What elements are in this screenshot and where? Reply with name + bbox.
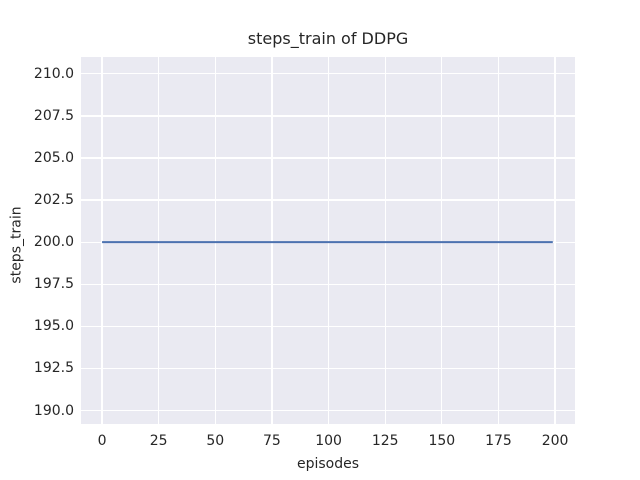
x-tick-label: 175 bbox=[485, 433, 512, 449]
y-gridline bbox=[81, 409, 575, 412]
x-gridline bbox=[384, 57, 386, 424]
x-tick-label: 75 bbox=[263, 433, 281, 449]
x-gridline bbox=[497, 57, 500, 424]
x-gridline bbox=[271, 57, 273, 424]
y-tick-label: 207.5 bbox=[33, 107, 74, 124]
y-axis-label: steps_train bbox=[8, 206, 25, 284]
line-layer bbox=[102, 241, 553, 244]
y-gridline bbox=[81, 73, 575, 75]
y-tick-label: 205.0 bbox=[33, 150, 74, 166]
x-tick-label: 50 bbox=[206, 433, 225, 449]
y-tick-label: 210.0 bbox=[33, 65, 74, 82]
x-tick-label: 150 bbox=[428, 433, 456, 449]
y-tick-label: 200.0 bbox=[33, 234, 74, 251]
x-tick-label: 100 bbox=[315, 433, 342, 449]
x-gridline bbox=[101, 57, 103, 424]
chart-title: steps_train of DDPG bbox=[247, 29, 409, 48]
x-tick-label: 125 bbox=[371, 433, 399, 449]
y-gridline bbox=[81, 115, 575, 117]
y-gridline bbox=[81, 283, 575, 285]
x-tick-label: 0 bbox=[97, 433, 107, 449]
x-axis-label: episodes bbox=[296, 456, 360, 472]
y-tick-label: 190.0 bbox=[33, 402, 74, 419]
x-tick-label: 200 bbox=[541, 433, 569, 449]
y-tick-label: 197.5 bbox=[33, 276, 74, 293]
x-gridline bbox=[214, 57, 216, 424]
y-gridline bbox=[81, 367, 575, 370]
x-gridline bbox=[158, 57, 160, 424]
y-tick-label: 195.0 bbox=[33, 318, 74, 335]
plot-area bbox=[81, 57, 575, 424]
x-gridline bbox=[554, 57, 556, 424]
x-gridline bbox=[441, 57, 443, 424]
y-gridline bbox=[81, 199, 575, 201]
y-tick-label: 202.5 bbox=[33, 192, 74, 209]
y-gridline bbox=[81, 157, 575, 159]
y-tick-label: 192.5 bbox=[33, 360, 74, 377]
x-tick-label: 25 bbox=[149, 433, 168, 449]
x-gridline bbox=[327, 57, 330, 424]
y-gridline bbox=[81, 325, 575, 327]
